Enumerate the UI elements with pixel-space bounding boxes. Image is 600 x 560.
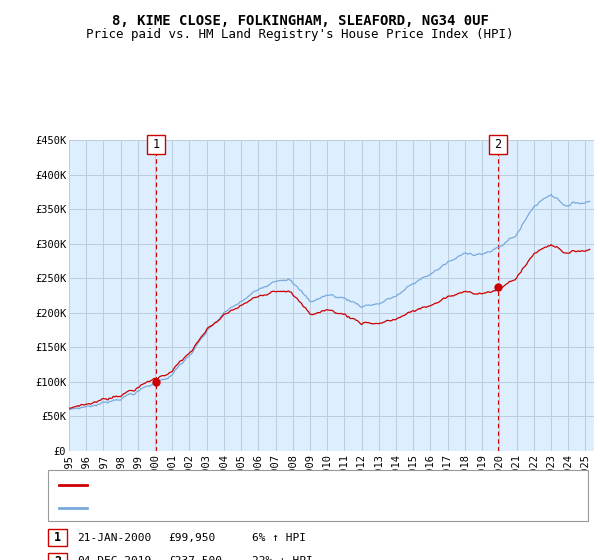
Text: 22% ↓ HPI: 22% ↓ HPI: [252, 556, 313, 560]
Text: 1: 1: [152, 138, 160, 151]
Text: 2: 2: [54, 554, 61, 560]
Text: Price paid vs. HM Land Registry's House Price Index (HPI): Price paid vs. HM Land Registry's House …: [86, 28, 514, 41]
Text: 2: 2: [494, 138, 502, 151]
Text: 1: 1: [54, 531, 61, 544]
Text: £237,500: £237,500: [168, 556, 222, 560]
Text: HPI: Average price, detached house, South Kesteven: HPI: Average price, detached house, Sout…: [93, 503, 431, 513]
Text: 21-JAN-2000: 21-JAN-2000: [77, 533, 151, 543]
Text: 8, KIME CLOSE, FOLKINGHAM, SLEAFORD, NG34 0UF: 8, KIME CLOSE, FOLKINGHAM, SLEAFORD, NG3…: [112, 14, 488, 28]
Text: 8, KIME CLOSE, FOLKINGHAM, SLEAFORD, NG34 0UF (detached house): 8, KIME CLOSE, FOLKINGHAM, SLEAFORD, NG3…: [93, 479, 511, 489]
Text: 6% ↑ HPI: 6% ↑ HPI: [252, 533, 306, 543]
Text: 04-DEC-2019: 04-DEC-2019: [77, 556, 151, 560]
Text: £99,950: £99,950: [168, 533, 215, 543]
